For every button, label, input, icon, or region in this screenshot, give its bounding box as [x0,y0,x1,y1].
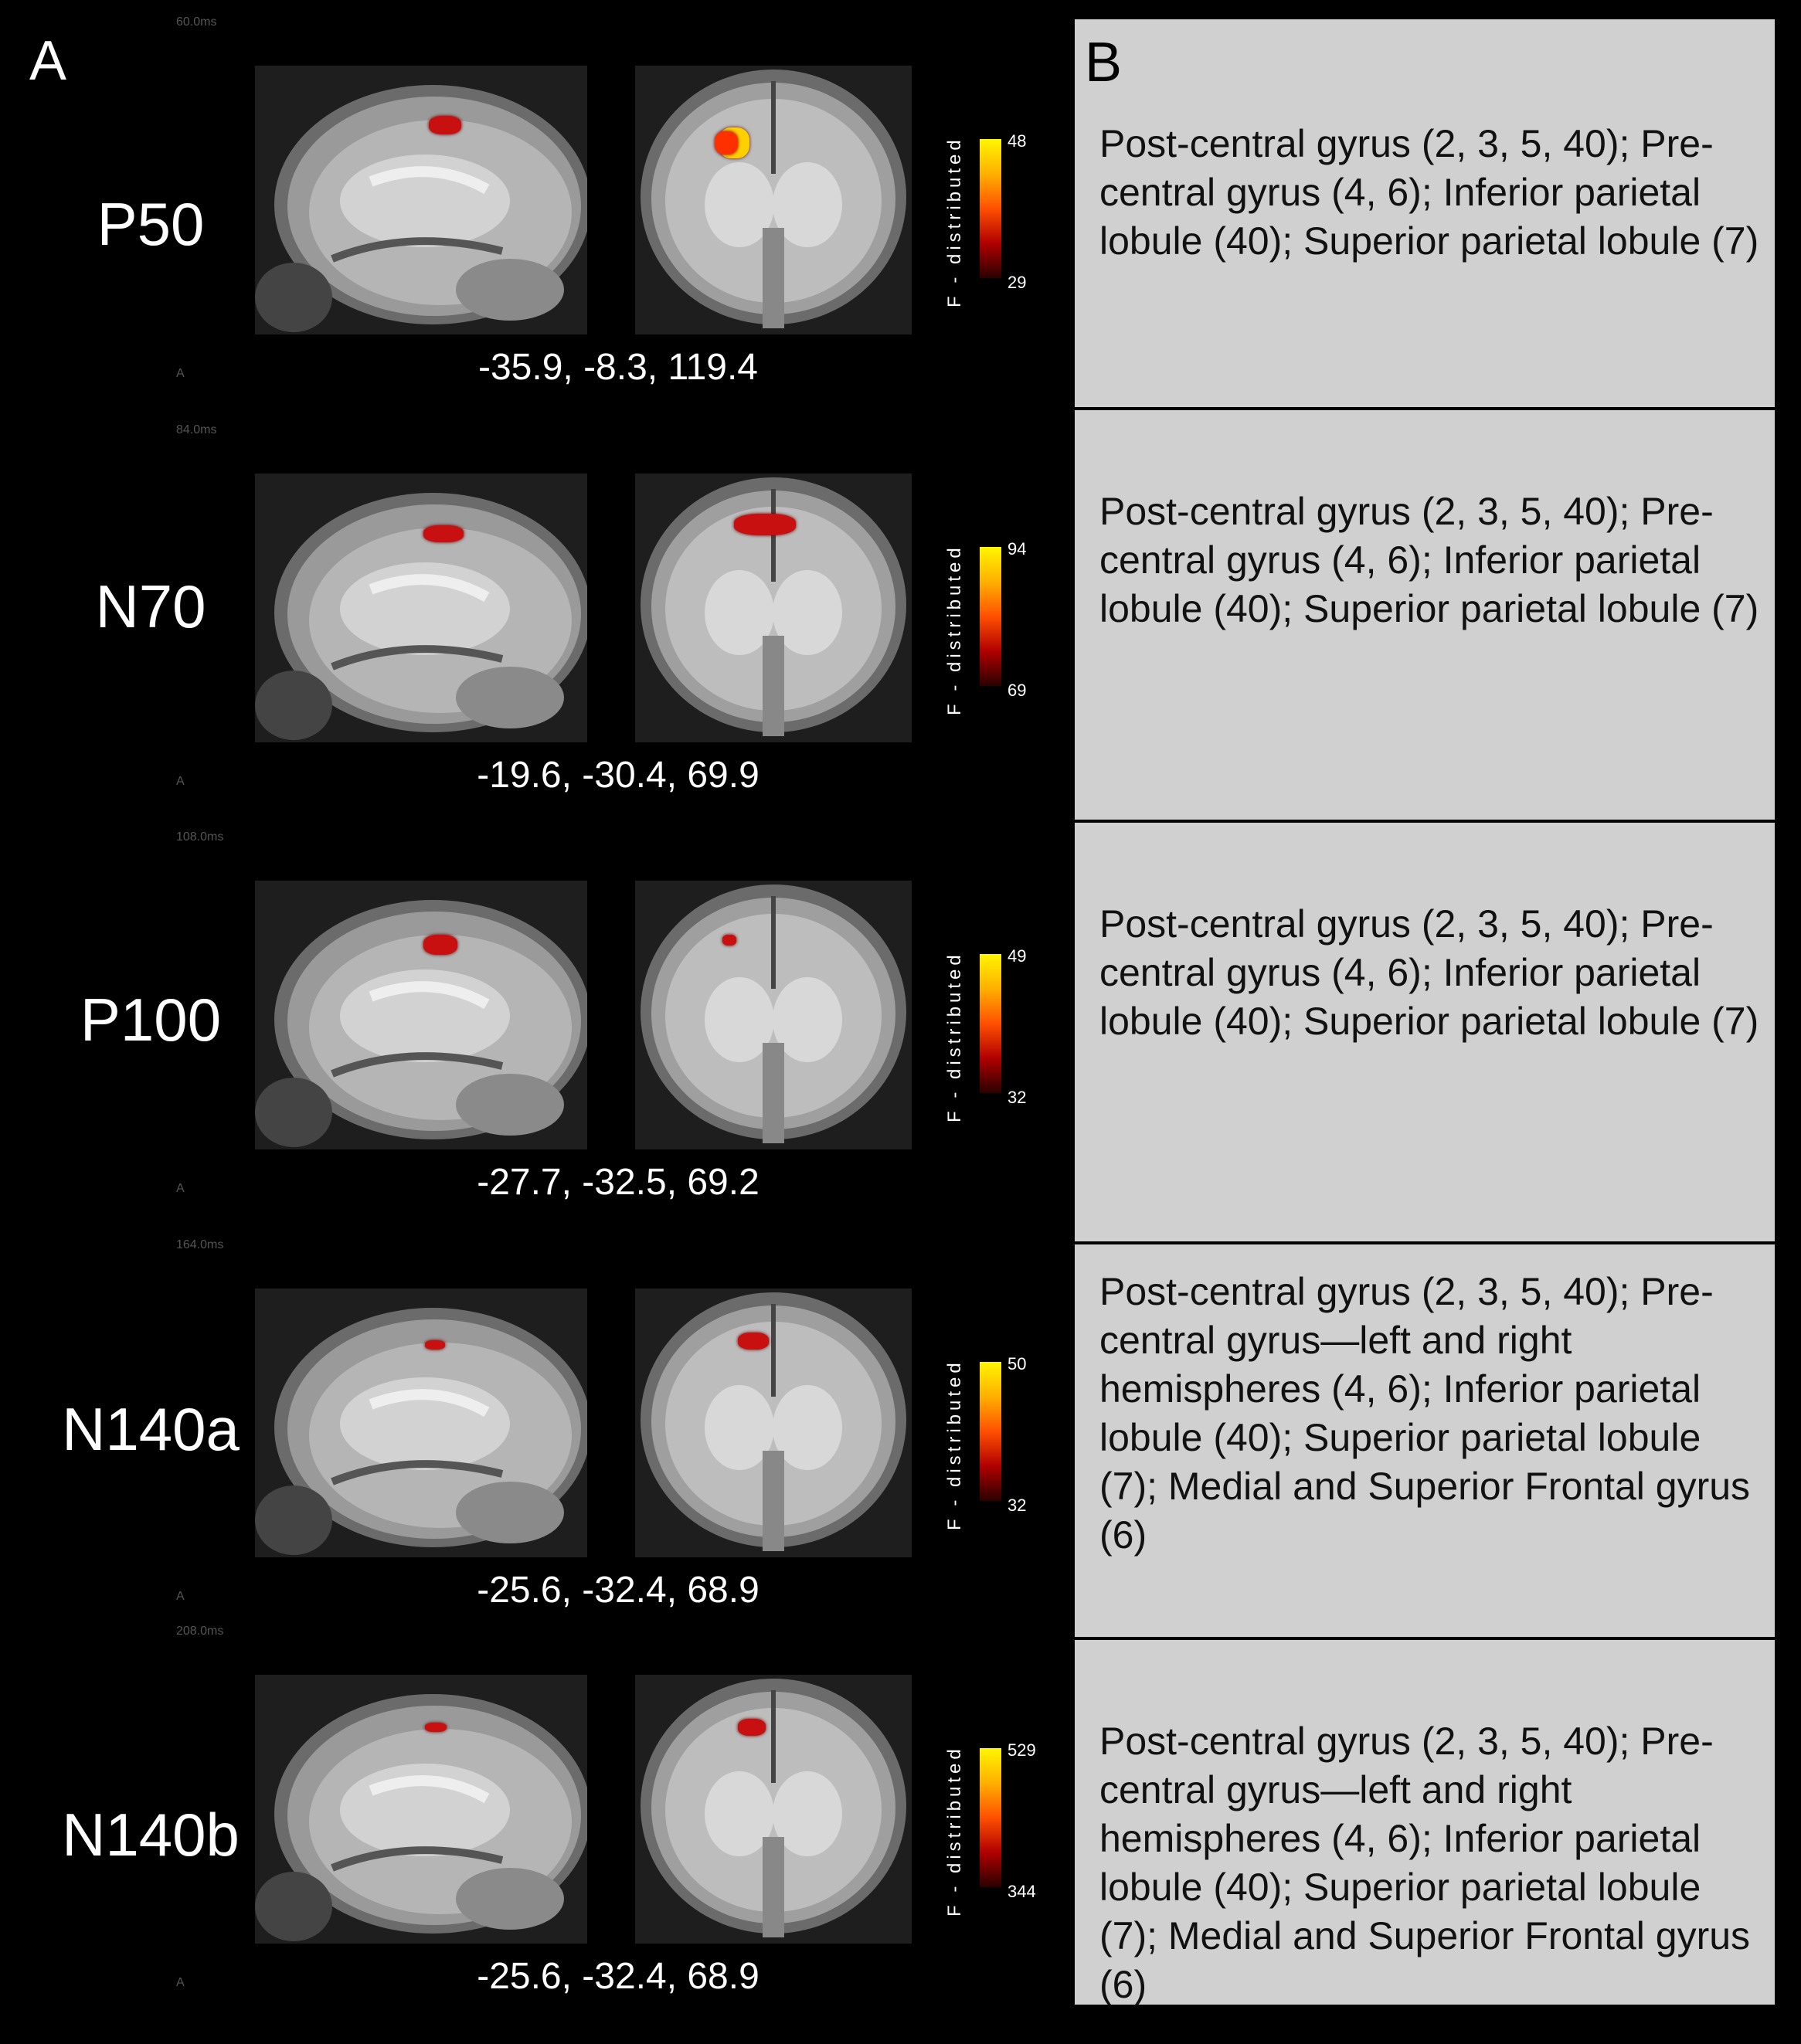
region-box-p100: Post-central gyrus (2, 3, 5, 40); Pre-ce… [1072,820,1777,1244]
colorbar-title: F - distributed [944,1745,965,1917]
region-box-n70: Post-central gyrus (2, 3, 5, 40); Pre-ce… [1072,408,1777,822]
activation-blob [425,1340,445,1350]
colorbar-min: 32 [1008,1088,1027,1107]
region-text: Post-central gyrus (2, 3, 5, 40); Pre-ce… [1099,1720,1751,2006]
region-box-n140a: Post-central gyrus (2, 3, 5, 40); Pre-ce… [1072,1242,1777,1639]
component-label: N140b [62,1801,240,1869]
colorbar [980,1362,1001,1501]
component-label: P100 [80,986,222,1054]
activation-blob [423,935,457,955]
colorbar-title: F - distributed [944,136,965,307]
peak-coordinates: -19.6, -30.4, 69.9 [477,755,759,796]
time-label: 60.0ms [176,15,217,29]
peak-coordinates: -27.7, -32.5, 69.2 [477,1162,759,1203]
colorbar [980,139,1001,278]
colorbar [980,547,1001,686]
colorbar-title: F - distributed [944,951,965,1122]
activation-blob [429,116,461,134]
sagittal-brain-image [255,66,587,334]
colorbar-min: 32 [1008,1496,1027,1515]
peak-coordinates: -25.6, -32.4, 68.9 [477,1956,759,1997]
activation-blob [423,525,464,542]
view-marker: A [176,1182,185,1195]
view-marker: A [176,775,185,788]
component-label: N70 [95,572,206,640]
colorbar-min: 69 [1008,681,1027,700]
view-marker: A [176,1590,185,1603]
colorbar-max: 94 [1008,539,1027,559]
coronal-brain-image [635,1289,912,1557]
region-box-n140b: Post-central gyrus (2, 3, 5, 40); Pre-ce… [1072,1638,1777,2007]
colorbar-max: 48 [1008,131,1027,151]
colorbar-min: 29 [1008,273,1027,292]
coronal-brain-image [635,1675,912,1944]
colorbar [980,1748,1001,1887]
view-marker: A [176,1976,185,1989]
activation-blob [738,1333,769,1350]
colorbar-title: F - distributed [944,1359,965,1530]
coronal-brain-image [635,474,912,742]
colorbar [980,954,1001,1093]
component-label: P50 [97,190,205,258]
colorbar-title: F - distributed [944,544,965,715]
time-label: 164.0ms [176,1238,224,1251]
coronal-brain-image [635,66,912,334]
sagittal-brain-image [255,474,587,742]
peak-coordinates: -25.6, -32.4, 68.9 [477,1570,759,1611]
colorbar-max: 529 [1008,1740,1036,1760]
peak-coordinates: -35.9, -8.3, 119.4 [477,347,758,388]
colorbar-min: 344 [1008,1882,1036,1901]
time-label: 84.0ms [176,423,217,436]
region-text: Post-central gyrus (2, 3, 5, 40); Pre-ce… [1099,1270,1751,1557]
sagittal-brain-image [255,1289,587,1557]
sagittal-brain-image [255,1675,587,1944]
region-text: Post-central gyrus (2, 3, 5, 40); Pre-ce… [1099,122,1759,263]
colorbar-max: 50 [1008,1354,1027,1373]
colorbar-max: 49 [1008,946,1027,966]
coronal-brain-image [635,881,912,1149]
panel-a-label: A [29,30,67,92]
panel-b-label: B [1085,32,1123,93]
activation-blob [734,514,796,535]
activation-blob [722,935,736,946]
time-label: 108.0ms [176,830,224,844]
activation-blob [425,1723,447,1732]
component-label: N140a [62,1395,240,1463]
sagittal-brain-image [255,881,587,1149]
activation-blob [715,131,738,154]
time-label: 208.0ms [176,1625,224,1638]
activation-blob [738,1719,766,1736]
region-text: Post-central gyrus (2, 3, 5, 40); Pre-ce… [1099,490,1759,630]
region-box-p50: Post-central gyrus (2, 3, 5, 40); Pre-ce… [1072,17,1777,409]
view-marker: A [176,367,185,380]
region-text: Post-central gyrus (2, 3, 5, 40); Pre-ce… [1099,902,1759,1043]
